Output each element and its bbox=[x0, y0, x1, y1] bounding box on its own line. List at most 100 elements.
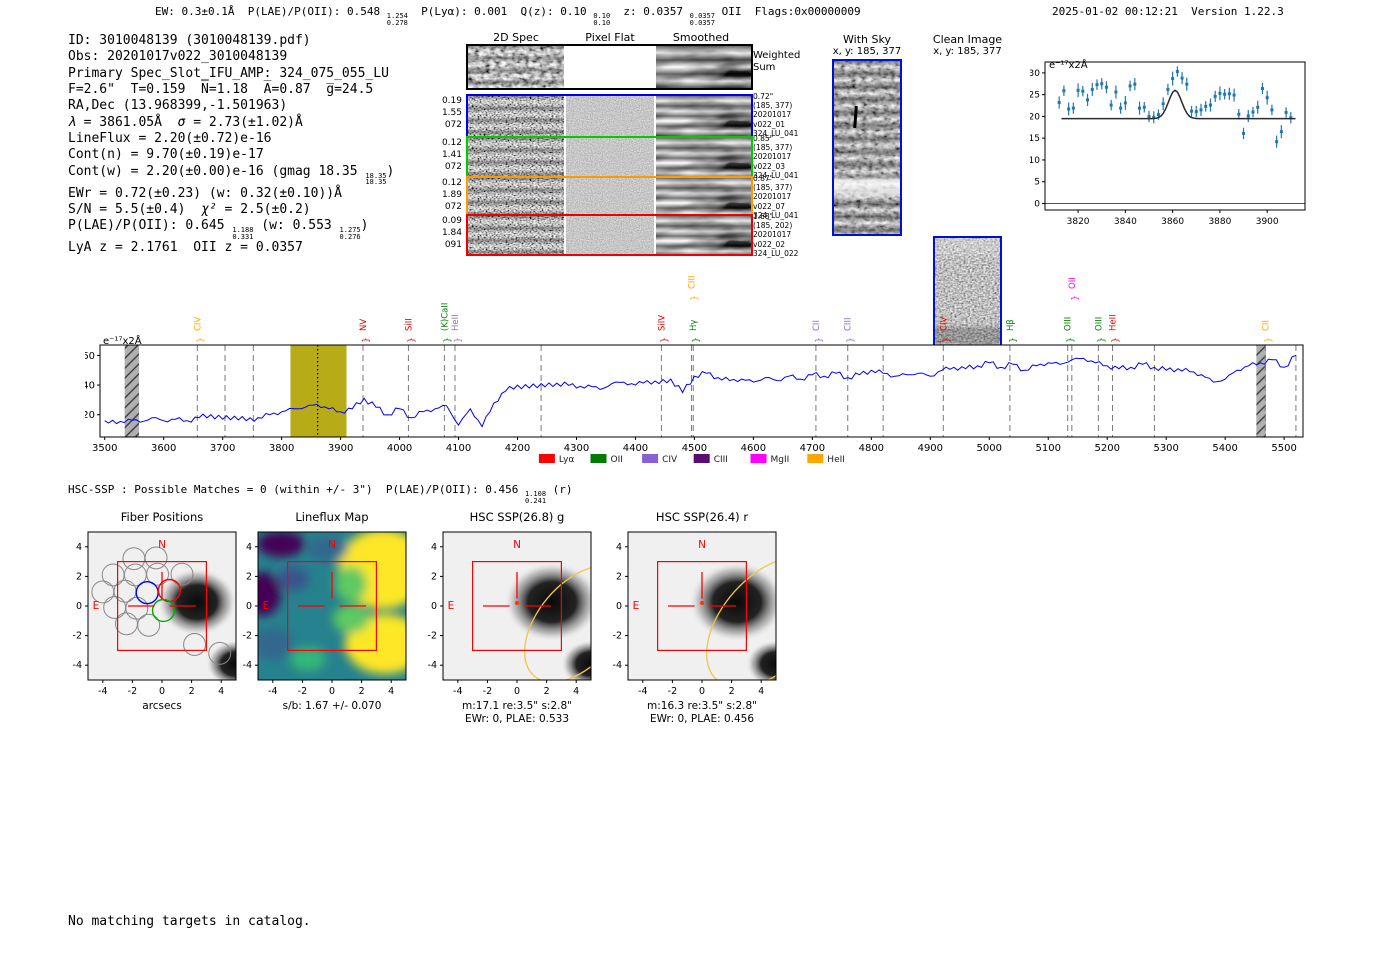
svg-text:-2: -2 bbox=[73, 631, 82, 642]
row-2d-spec-image bbox=[468, 178, 564, 214]
svg-text:4: 4 bbox=[246, 542, 252, 553]
svg-text:30: 30 bbox=[1030, 69, 1040, 79]
compass-north-label: N bbox=[513, 539, 521, 551]
legend-swatch bbox=[693, 454, 710, 463]
svg-text:-2: -2 bbox=[613, 631, 622, 642]
info-line: F=2.6" T=0.159 N̅=1.18 A̅=0.87 g̅=24.5 bbox=[68, 82, 374, 98]
row-pixel-flat-image bbox=[566, 96, 654, 136]
spectrum-line bbox=[104, 354, 1297, 428]
svg-text:-2: -2 bbox=[128, 686, 137, 697]
row-pixel-flat-image bbox=[566, 178, 654, 214]
svg-text:4000: 4000 bbox=[387, 443, 412, 454]
zoom-flux-units-label: e⁻¹⁷x2Å bbox=[1049, 60, 1088, 71]
svg-text:4300: 4300 bbox=[564, 443, 589, 454]
panel-title: Fiber Positions bbox=[120, 510, 204, 524]
info-line: λ = 3861.05Å σ = 2.73(±1.02)Å bbox=[68, 114, 303, 130]
spec2d-row bbox=[466, 176, 753, 216]
compass-north-label: N bbox=[698, 539, 706, 551]
line-marker-label: SiIV bbox=[657, 315, 667, 331]
row-2d-spec-image bbox=[468, 138, 564, 176]
spectrum-flux-units-label: e⁻¹⁷x2Å bbox=[103, 336, 142, 347]
row-right-meta: 1.68" (185, 202) 20201017 v022_02 324_LU_022 bbox=[753, 212, 799, 258]
line-marker-label: (K)CaII bbox=[440, 303, 450, 331]
spec2d-row bbox=[466, 94, 753, 138]
detection-info-block: ID: 3010048139 (3010048139.pdf) Obs: 2020… bbox=[68, 33, 394, 257]
svg-text:3700: 3700 bbox=[210, 443, 235, 454]
svg-text:-4: -4 bbox=[428, 660, 437, 671]
svg-text:4: 4 bbox=[218, 686, 224, 697]
line-marker-label: OIII bbox=[1094, 317, 1104, 331]
line-marker-label: Hβ bbox=[1006, 319, 1016, 331]
svg-text:0: 0 bbox=[431, 601, 437, 612]
col-header-pixel-flat: Pixel Flat bbox=[585, 31, 635, 44]
svg-text:3880: 3880 bbox=[1208, 217, 1231, 227]
info-line: Primary Spec_Slot_IFU_AMP: 324_075_055_L… bbox=[68, 65, 389, 81]
hsc-ssp-match-line: HSC-SSP : Possible Matches = 0 (within +… bbox=[68, 483, 573, 505]
svg-text:0: 0 bbox=[329, 686, 335, 697]
legend-label: CIII bbox=[714, 455, 728, 465]
svg-text:-4: -4 bbox=[638, 686, 647, 697]
svg-text:5500: 5500 bbox=[1271, 443, 1296, 454]
panel-title: HSC SSP(26.4) r bbox=[655, 510, 749, 524]
svg-text:4: 4 bbox=[388, 686, 394, 697]
legend-label: OII bbox=[611, 455, 623, 465]
panel-title: HSC SSP(26.8) g bbox=[469, 510, 565, 524]
legend-label: HeII bbox=[827, 455, 845, 465]
svg-text:4100: 4100 bbox=[446, 443, 471, 454]
cutout-panel-plot: N E -4 -4 -2 -2 0 0 2 2 4 4 bbox=[428, 531, 592, 697]
svg-text:2: 2 bbox=[431, 571, 437, 582]
weighted-2d-spec-image bbox=[468, 46, 564, 88]
svg-text:5200: 5200 bbox=[1094, 443, 1119, 454]
line-marker-brace: { bbox=[1065, 337, 1075, 343]
row-smoothed-image bbox=[656, 138, 751, 176]
line-marker-brace: { bbox=[688, 295, 698, 301]
row-right-meta: 0.72" (185, 377) 20201017 v022_01 324_LU_041 bbox=[753, 92, 799, 138]
gaussian-fit-curve bbox=[1061, 89, 1296, 120]
line-marker-brace: { bbox=[1069, 295, 1079, 301]
legend-swatch bbox=[750, 454, 767, 463]
svg-text:4: 4 bbox=[76, 542, 82, 553]
line-marker-label: CIII bbox=[844, 318, 854, 331]
line-marker-label: CIV bbox=[939, 317, 949, 331]
info-line: LineFlux = 2.20(±0.72)e-16 bbox=[68, 131, 272, 147]
extraction-box bbox=[116, 560, 208, 652]
svg-text:25: 25 bbox=[1030, 91, 1040, 101]
svg-text:2: 2 bbox=[189, 686, 195, 697]
info-line: ID: 3010048139 (3010048139.pdf) bbox=[68, 33, 311, 48]
line-marker-brace: { bbox=[405, 337, 415, 343]
svg-text:3820: 3820 bbox=[1067, 217, 1090, 227]
panel-caption: EWr: 0, PLAE: 0.533 bbox=[464, 713, 570, 725]
svg-text:3900: 3900 bbox=[1256, 217, 1279, 227]
svg-text:60: 60 bbox=[85, 351, 95, 362]
fiber-circle-green bbox=[151, 598, 176, 623]
svg-text:4: 4 bbox=[573, 686, 579, 697]
svg-text:-4: -4 bbox=[73, 660, 82, 671]
line-marker-brace: { bbox=[194, 337, 204, 343]
compass-east-label: E bbox=[448, 600, 455, 612]
panel-caption: s/b: 1.67 +/- 0.070 bbox=[282, 700, 382, 712]
line-marker-brace: { bbox=[360, 337, 370, 343]
detection-highlight-band bbox=[290, 345, 347, 437]
line-marker-brace: { bbox=[658, 337, 668, 343]
spec2d-row bbox=[466, 214, 753, 256]
svg-text:4800: 4800 bbox=[859, 443, 884, 454]
svg-text:5: 5 bbox=[1034, 178, 1040, 188]
svg-text:-4: -4 bbox=[268, 686, 277, 697]
svg-text:20: 20 bbox=[1030, 112, 1040, 122]
svg-text:5400: 5400 bbox=[1212, 443, 1237, 454]
line-marker-brace: { bbox=[845, 337, 855, 343]
line-marker-label: CIV bbox=[193, 317, 203, 331]
line-marker-label: HeII bbox=[1109, 314, 1119, 331]
galaxy-fit-ellipse bbox=[523, 565, 591, 680]
svg-text:4900: 4900 bbox=[918, 443, 943, 454]
row-2d-spec-image bbox=[468, 96, 564, 136]
line-marker-label: SiII bbox=[404, 318, 414, 331]
line-marker-brace: { bbox=[1262, 337, 1272, 343]
legend-swatch bbox=[642, 454, 659, 463]
extraction-box bbox=[656, 560, 748, 652]
header-summary-line: EW: 0.3±0.1Å P(LAE)/P(OII): 0.548 1.254 0… bbox=[155, 5, 861, 27]
svg-text:0: 0 bbox=[1034, 199, 1040, 209]
svg-text:2: 2 bbox=[729, 686, 735, 697]
line-marker-label: Hγ bbox=[689, 320, 699, 331]
panel-caption: EWr: 0, PLAE: 0.456 bbox=[649, 713, 755, 725]
